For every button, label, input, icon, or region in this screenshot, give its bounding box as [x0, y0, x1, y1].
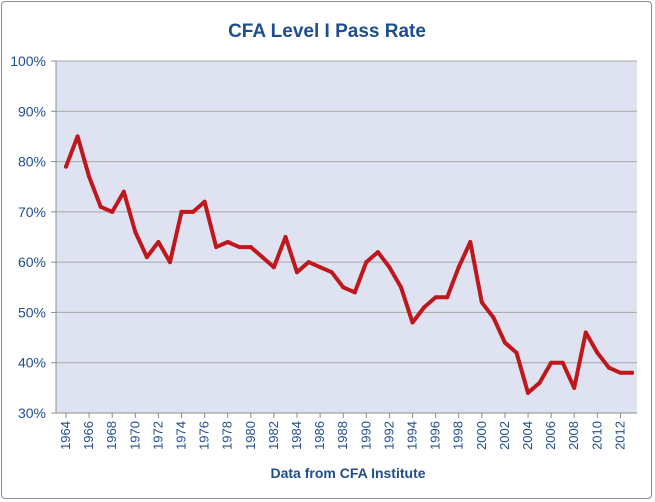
x-tick-label: 1970 — [127, 421, 142, 450]
x-tick-label: 1984 — [289, 421, 304, 450]
data-point — [329, 270, 334, 275]
data-point — [572, 385, 577, 390]
data-point — [468, 240, 473, 245]
data-point — [75, 134, 80, 139]
data-point — [144, 255, 149, 260]
x-tick-label: 1990 — [358, 421, 373, 450]
x-tick-label: 1994 — [405, 421, 420, 450]
x-tick-label: 1966 — [81, 421, 96, 450]
data-point — [167, 260, 172, 265]
data-point — [260, 255, 265, 260]
x-tick-label: 2006 — [543, 421, 558, 450]
data-point — [606, 365, 611, 370]
data-point — [433, 295, 438, 300]
y-tick-label: 30% — [18, 405, 46, 421]
y-axis-ticks: 30% 40% 50% 60% 70% 80% 90% 100% — [10, 53, 56, 421]
x-tick-label: 2008 — [566, 421, 581, 450]
y-tick-label: 50% — [18, 304, 46, 320]
data-point — [156, 240, 161, 245]
y-tick-label: 40% — [18, 355, 46, 371]
x-tick-label: 1972 — [150, 421, 165, 450]
data-point — [271, 265, 276, 270]
x-tick-label: 1978 — [220, 421, 235, 450]
plot-area — [56, 61, 637, 413]
x-tick-label: 1982 — [266, 421, 281, 450]
data-point — [306, 260, 311, 265]
data-point — [225, 240, 230, 245]
data-point — [352, 290, 357, 295]
data-point — [456, 265, 461, 270]
x-tick-label: 2002 — [497, 421, 512, 450]
x-tick-label: 1992 — [381, 421, 396, 450]
data-point — [283, 235, 288, 239]
data-point — [179, 209, 184, 214]
x-tick-label: 2000 — [474, 421, 489, 450]
x-tick-label: 1976 — [197, 421, 212, 450]
data-point — [514, 350, 519, 355]
data-point — [583, 330, 588, 335]
data-point — [445, 295, 450, 300]
data-point — [618, 370, 623, 375]
x-tick-label: 1968 — [104, 421, 119, 450]
data-point — [214, 245, 219, 250]
data-point — [479, 300, 484, 305]
x-tick-label: 2012 — [612, 421, 627, 450]
series-group — [64, 134, 634, 395]
data-point — [549, 360, 554, 365]
data-point — [318, 265, 323, 270]
data-point — [526, 390, 531, 395]
data-point — [375, 250, 380, 255]
data-point — [537, 380, 542, 385]
y-tick-label: 60% — [18, 254, 46, 270]
y-tick-label: 90% — [18, 103, 46, 119]
data-point — [341, 285, 346, 290]
y-tick-label: 100% — [10, 53, 46, 69]
data-point — [398, 285, 403, 290]
y-tick-label: 70% — [18, 204, 46, 220]
data-point — [191, 209, 196, 214]
data-point — [295, 270, 300, 275]
axes — [55, 61, 637, 414]
x-axis-label: Data from CFA Institute — [270, 465, 425, 481]
data-point — [237, 245, 242, 250]
x-tick-label: 1996 — [428, 421, 443, 450]
data-point — [595, 350, 600, 355]
x-tick-label: 1998 — [451, 421, 466, 450]
gridlines — [56, 60, 637, 364]
x-tick-label: 1986 — [312, 421, 327, 450]
data-point — [98, 204, 103, 209]
data-point — [87, 174, 92, 179]
data-point — [410, 320, 415, 325]
series-line — [64, 134, 634, 395]
data-point — [121, 189, 126, 194]
x-tick-label: 2010 — [589, 421, 604, 450]
data-point — [422, 305, 427, 310]
data-point — [133, 229, 138, 234]
data-point — [630, 370, 634, 375]
chart-title: CFA Level I Pass Rate — [228, 21, 426, 42]
data-point — [491, 315, 496, 320]
x-tick-label: 1988 — [335, 421, 350, 450]
data-point — [364, 260, 369, 265]
data-point — [110, 209, 115, 214]
data-point — [248, 245, 253, 250]
x-tick-label: 1974 — [174, 421, 189, 450]
x-tick-label: 2004 — [520, 421, 535, 450]
data-point — [560, 360, 565, 365]
data-point — [502, 340, 507, 345]
data-point — [387, 265, 392, 270]
data-point — [64, 164, 68, 169]
x-tick-label: 1980 — [243, 421, 258, 450]
x-axis-ticks: 1964 1966 1968 1970 1972 1974 1976 1978 1980 1982… — [58, 413, 627, 450]
data-point — [202, 199, 207, 204]
x-tick-label: 1964 — [58, 421, 73, 450]
y-tick-label: 80% — [18, 154, 46, 170]
